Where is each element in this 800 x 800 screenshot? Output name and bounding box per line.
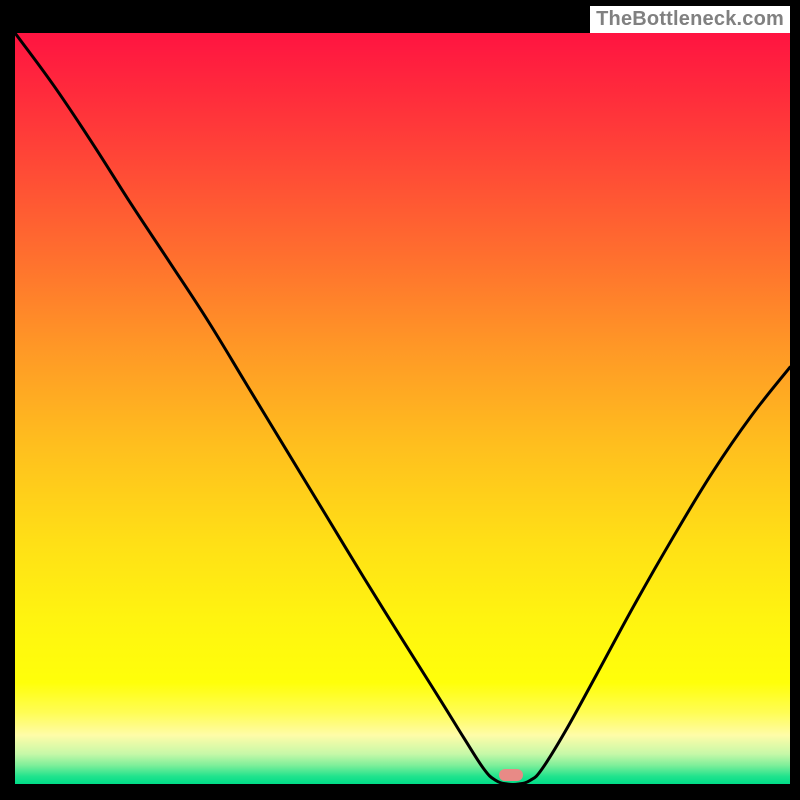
chart-svg — [0, 0, 800, 800]
chart-container: TheBottleneck.com — [0, 0, 800, 800]
plot-background — [15, 33, 790, 784]
watermark-text: TheBottleneck.com — [590, 6, 790, 33]
optimum-marker — [499, 769, 523, 781]
